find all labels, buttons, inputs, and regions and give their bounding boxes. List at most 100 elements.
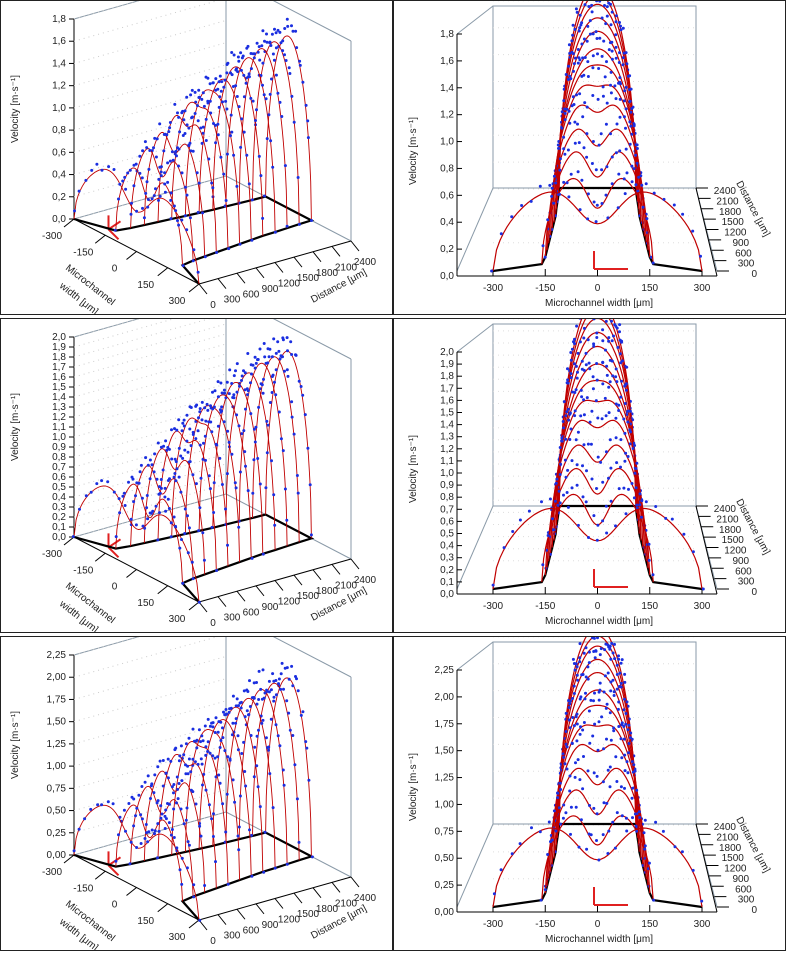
measured-velocity-point xyxy=(190,560,194,564)
measured-velocity-point xyxy=(134,814,137,818)
measured-velocity-point xyxy=(641,205,645,209)
measured-velocity-point xyxy=(562,99,566,103)
distance-tick-label: 2400 xyxy=(714,186,737,197)
measured-velocity-point xyxy=(214,123,218,127)
measured-velocity-point xyxy=(596,523,600,527)
measured-velocity-point xyxy=(607,411,611,415)
fit-profile-curve xyxy=(544,151,651,258)
measured-velocity-point xyxy=(225,380,229,384)
measured-velocity-point xyxy=(214,860,217,864)
velocity-tick-label: 1,2 xyxy=(52,412,66,423)
measured-velocity-point xyxy=(623,680,627,684)
measured-velocity-point xyxy=(499,232,503,236)
measured-velocity-point xyxy=(587,661,591,665)
distance-tick-label: 2100 xyxy=(716,514,739,525)
measured-velocity-point xyxy=(233,800,237,804)
measured-velocity-point xyxy=(610,359,614,363)
measured-velocity-point xyxy=(243,371,247,375)
measured-velocity-point xyxy=(613,657,617,661)
measured-velocity-point xyxy=(581,56,585,60)
measured-velocity-point xyxy=(145,180,149,184)
measured-velocity-point xyxy=(618,330,621,334)
measured-velocity-point xyxy=(121,179,125,183)
measured-velocity-point xyxy=(225,152,229,156)
measured-velocity-point xyxy=(566,367,569,371)
measured-velocity-point xyxy=(210,817,214,821)
measured-velocity-point xyxy=(625,171,629,175)
measured-velocity-point xyxy=(191,259,195,263)
measured-velocity-point xyxy=(177,418,181,422)
measured-velocity-point xyxy=(278,100,282,104)
measured-velocity-point xyxy=(204,458,207,462)
velocity-tick-label: 1,50 xyxy=(47,717,67,728)
measured-velocity-point xyxy=(575,376,579,380)
measured-velocity-point xyxy=(518,842,522,846)
measured-velocity-point xyxy=(187,736,191,740)
fit-profile-curve xyxy=(115,483,183,584)
distance-tick xyxy=(350,558,360,570)
measured-velocity-point xyxy=(192,739,196,743)
measured-velocity-point xyxy=(146,198,150,201)
measured-velocity-point xyxy=(624,388,628,392)
measured-velocity-point xyxy=(185,228,189,232)
measured-velocity-point xyxy=(587,709,591,713)
measured-velocity-point xyxy=(160,812,164,816)
measured-velocity-point xyxy=(203,724,207,728)
fit-profile-curve xyxy=(549,724,646,873)
measured-velocity-point xyxy=(201,531,205,535)
measured-velocity-point xyxy=(237,525,241,529)
fit-profile-curve xyxy=(198,394,252,559)
measured-velocity-point xyxy=(566,468,570,472)
measured-velocity-point xyxy=(273,866,277,870)
measured-velocity-point xyxy=(259,714,263,718)
box-edge xyxy=(456,323,494,353)
measured-velocity-point xyxy=(188,460,192,464)
measured-velocity-point xyxy=(267,113,271,117)
measured-velocity-point xyxy=(249,734,253,737)
measured-velocity-point xyxy=(285,224,289,228)
measured-velocity-point xyxy=(608,765,612,769)
measured-velocity-point xyxy=(252,458,256,462)
measured-velocity-point xyxy=(159,478,163,481)
measured-velocity-point xyxy=(569,805,573,809)
distance-tick-label: 600 xyxy=(243,925,260,936)
measured-velocity-point xyxy=(230,733,234,737)
measured-velocity-point xyxy=(206,750,210,753)
plot-oblique-2: 0,00,10,20,30,40,50,60,70,80,91,01,11,21… xyxy=(10,319,377,632)
distance-tick-label: 300 xyxy=(224,931,241,942)
width-tick-label: 300 xyxy=(694,919,711,930)
measured-velocity-point xyxy=(274,693,278,697)
measured-velocity-point xyxy=(561,816,565,820)
measured-velocity-point xyxy=(585,469,588,473)
measured-velocity-point xyxy=(166,497,170,501)
measured-velocity-point xyxy=(183,532,187,535)
width-tick xyxy=(188,601,200,611)
measured-velocity-point xyxy=(588,19,592,23)
velocity-tick-label: 1,6 xyxy=(52,36,66,47)
measured-velocity-point xyxy=(237,848,241,852)
measured-velocity-point xyxy=(592,699,595,703)
measured-velocity-point xyxy=(207,474,211,478)
distance-tick-label: 300 xyxy=(738,895,755,906)
measured-velocity-point xyxy=(570,486,574,490)
width-tick xyxy=(126,569,137,578)
measured-velocity-point xyxy=(238,470,242,474)
measured-velocity-point xyxy=(615,687,619,691)
distance-tick-label: 1800 xyxy=(316,586,339,597)
measured-velocity-point xyxy=(169,521,173,525)
measured-velocity-point xyxy=(546,218,550,222)
measured-velocity-point xyxy=(249,67,253,71)
distance-tick-label: 900 xyxy=(262,602,279,613)
fit-profile-curve xyxy=(157,115,217,253)
measured-velocity-point xyxy=(261,552,265,556)
measured-velocity-point xyxy=(572,62,576,66)
measured-velocity-point xyxy=(95,162,99,166)
velocity-tick-label: 0,1 xyxy=(440,577,454,588)
fit-profile-curve xyxy=(238,362,288,547)
measured-velocity-point xyxy=(180,429,184,433)
measured-velocity-point xyxy=(213,756,217,760)
measured-velocity-point xyxy=(607,829,611,833)
measured-velocity-point xyxy=(606,643,610,647)
measured-velocity-point xyxy=(629,430,632,434)
measured-velocity-point xyxy=(156,822,160,826)
